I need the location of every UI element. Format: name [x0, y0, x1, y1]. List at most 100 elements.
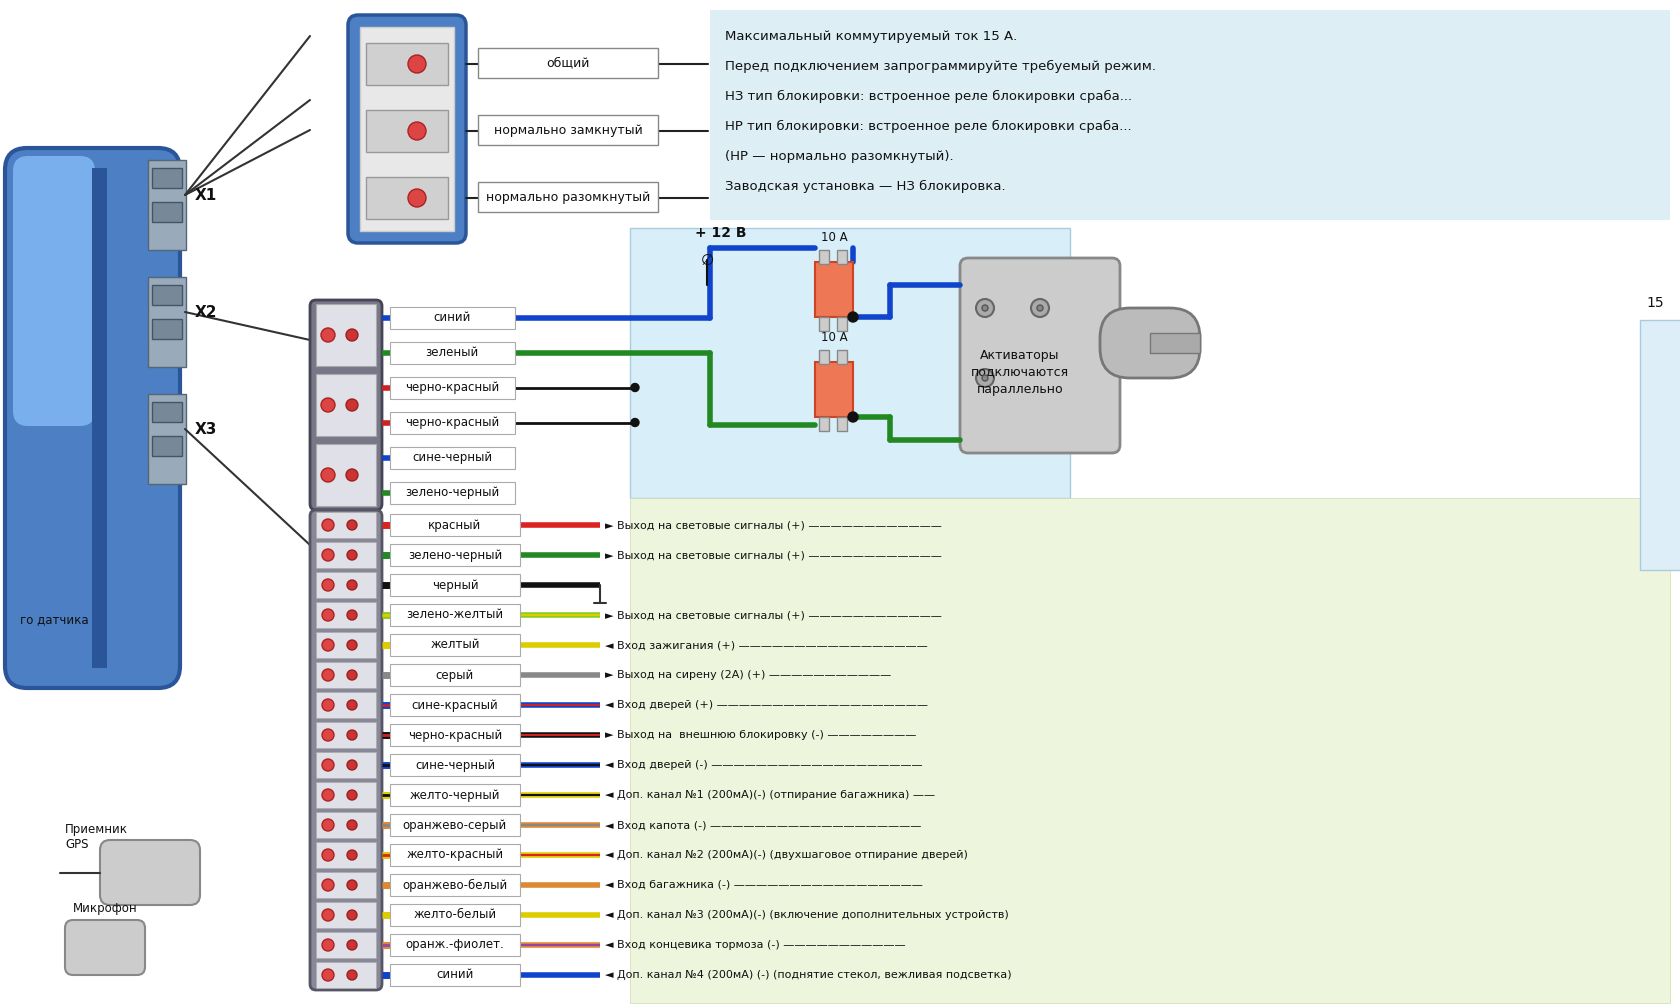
Bar [709, 10, 1668, 220]
Text: Активаторы: Активаторы [979, 348, 1058, 361]
Bar [390, 904, 519, 926]
Circle shape [346, 910, 356, 920]
Text: параллельно: параллельно [976, 382, 1063, 395]
Text: красный: красный [428, 518, 482, 531]
Text: X2: X2 [195, 305, 217, 320]
Circle shape [847, 312, 857, 322]
Text: ◄ Доп. канал №4 (200мА) (-) (поднятие стекол, вежливая подсветка): ◄ Доп. канал №4 (200мА) (-) (поднятие ст… [605, 970, 1011, 980]
Bar [316, 304, 376, 366]
Bar [148, 160, 186, 250]
Text: 10 А: 10 А [820, 331, 847, 344]
Bar [390, 482, 514, 503]
Text: черно-красный: черно-красный [405, 381, 499, 394]
Text: НР тип блокировки: встроенное реле блокировки сраба...: НР тип блокировки: встроенное реле блоки… [724, 120, 1131, 133]
Circle shape [323, 759, 334, 771]
Circle shape [346, 550, 356, 560]
Bar [818, 250, 828, 264]
Bar [151, 202, 181, 222]
Text: ► Выход на  внешнюю блокировку (-) ————————: ► Выход на внешнюю блокировку (-) ——————… [605, 730, 916, 740]
Circle shape [346, 610, 356, 620]
Text: GPS: GPS [66, 838, 89, 851]
Bar [316, 902, 376, 928]
Bar [316, 542, 376, 568]
Bar [630, 498, 1668, 1003]
Circle shape [346, 399, 358, 411]
Bar [316, 632, 376, 658]
Text: желто-черный: желто-черный [410, 789, 501, 802]
Text: Перед подключением запрограммируйте требуемый режим.: Перед подключением запрограммируйте треб… [724, 60, 1156, 73]
Text: ► Выход на световые сигналы (+) ————————————: ► Выход на световые сигналы (+) ————————… [605, 610, 941, 620]
Bar [390, 694, 519, 716]
Circle shape [981, 305, 988, 311]
Bar [148, 277, 186, 367]
Bar [360, 27, 454, 231]
Circle shape [323, 519, 334, 531]
Circle shape [323, 939, 334, 951]
Bar [815, 362, 852, 417]
Circle shape [346, 329, 358, 341]
Circle shape [346, 760, 356, 770]
Bar [151, 436, 181, 456]
Bar [316, 692, 376, 718]
Bar [1149, 333, 1200, 353]
Bar [630, 228, 1070, 498]
Circle shape [321, 468, 334, 482]
Circle shape [847, 412, 857, 422]
Text: ► Выход на световые сигналы (+) ————————————: ► Выход на световые сигналы (+) ————————… [605, 520, 941, 530]
Text: нормально замкнутый: нормально замкнутый [494, 124, 642, 137]
Text: X1: X1 [195, 187, 217, 202]
Bar [837, 317, 847, 331]
Text: + 12 В: + 12 В [694, 226, 746, 240]
Bar [390, 634, 519, 656]
Circle shape [346, 469, 358, 481]
FancyBboxPatch shape [5, 148, 180, 688]
Bar [390, 514, 519, 536]
Circle shape [323, 729, 334, 741]
Bar [316, 842, 376, 868]
Circle shape [323, 639, 334, 651]
Text: ◄ Вход дверей (+) ———————————————————: ◄ Вход дверей (+) ——————————————————— [605, 700, 927, 710]
Text: ◄ Вход зажигания (+) —————————————————: ◄ Вход зажигания (+) ————————————————— [605, 640, 927, 650]
Bar [316, 602, 376, 628]
Bar [151, 319, 181, 339]
Bar [366, 177, 449, 219]
Text: зелено-желтый: зелено-желтый [407, 609, 504, 622]
Text: ◄ Вход дверей (-) ———————————————————: ◄ Вход дверей (-) ——————————————————— [605, 760, 922, 770]
Text: Микрофон: Микрофон [72, 902, 138, 915]
Text: общий: общий [546, 56, 590, 69]
Text: черный: черный [432, 578, 479, 592]
Circle shape [321, 328, 334, 342]
Text: подключаются: подключаются [971, 365, 1068, 378]
Circle shape [323, 609, 334, 621]
Text: го датчика: го датчика [20, 614, 89, 627]
Bar [316, 512, 376, 538]
Circle shape [323, 879, 334, 891]
Circle shape [408, 122, 425, 140]
Bar [818, 417, 828, 431]
Text: зелено-черный: зелено-черный [408, 548, 502, 561]
Text: сине-черный: сине-черный [415, 759, 496, 772]
Text: желто-белый: желто-белый [413, 908, 496, 921]
Bar [390, 544, 519, 566]
Text: оранж.-фиолет.: оранж.-фиолет. [405, 939, 504, 952]
Text: ∅: ∅ [701, 253, 714, 268]
Bar [390, 754, 519, 776]
Circle shape [408, 189, 425, 207]
Bar [148, 394, 186, 484]
Circle shape [323, 849, 334, 861]
Text: ◄ Доп. канал №1 (200мА)(-) (отпирание багажника) ——: ◄ Доп. канал №1 (200мА)(-) (отпирание ба… [605, 790, 934, 800]
Text: оранжево-белый: оранжево-белый [402, 878, 507, 891]
Text: серый: серый [435, 669, 474, 681]
Circle shape [981, 375, 988, 381]
Bar [316, 662, 376, 688]
FancyBboxPatch shape [959, 258, 1119, 453]
Bar [390, 814, 519, 836]
Bar [390, 411, 514, 434]
Bar [477, 115, 657, 145]
Circle shape [346, 970, 356, 980]
Bar [316, 962, 376, 988]
Bar [390, 447, 514, 469]
FancyBboxPatch shape [309, 300, 381, 510]
Circle shape [630, 418, 638, 427]
Circle shape [346, 520, 356, 530]
